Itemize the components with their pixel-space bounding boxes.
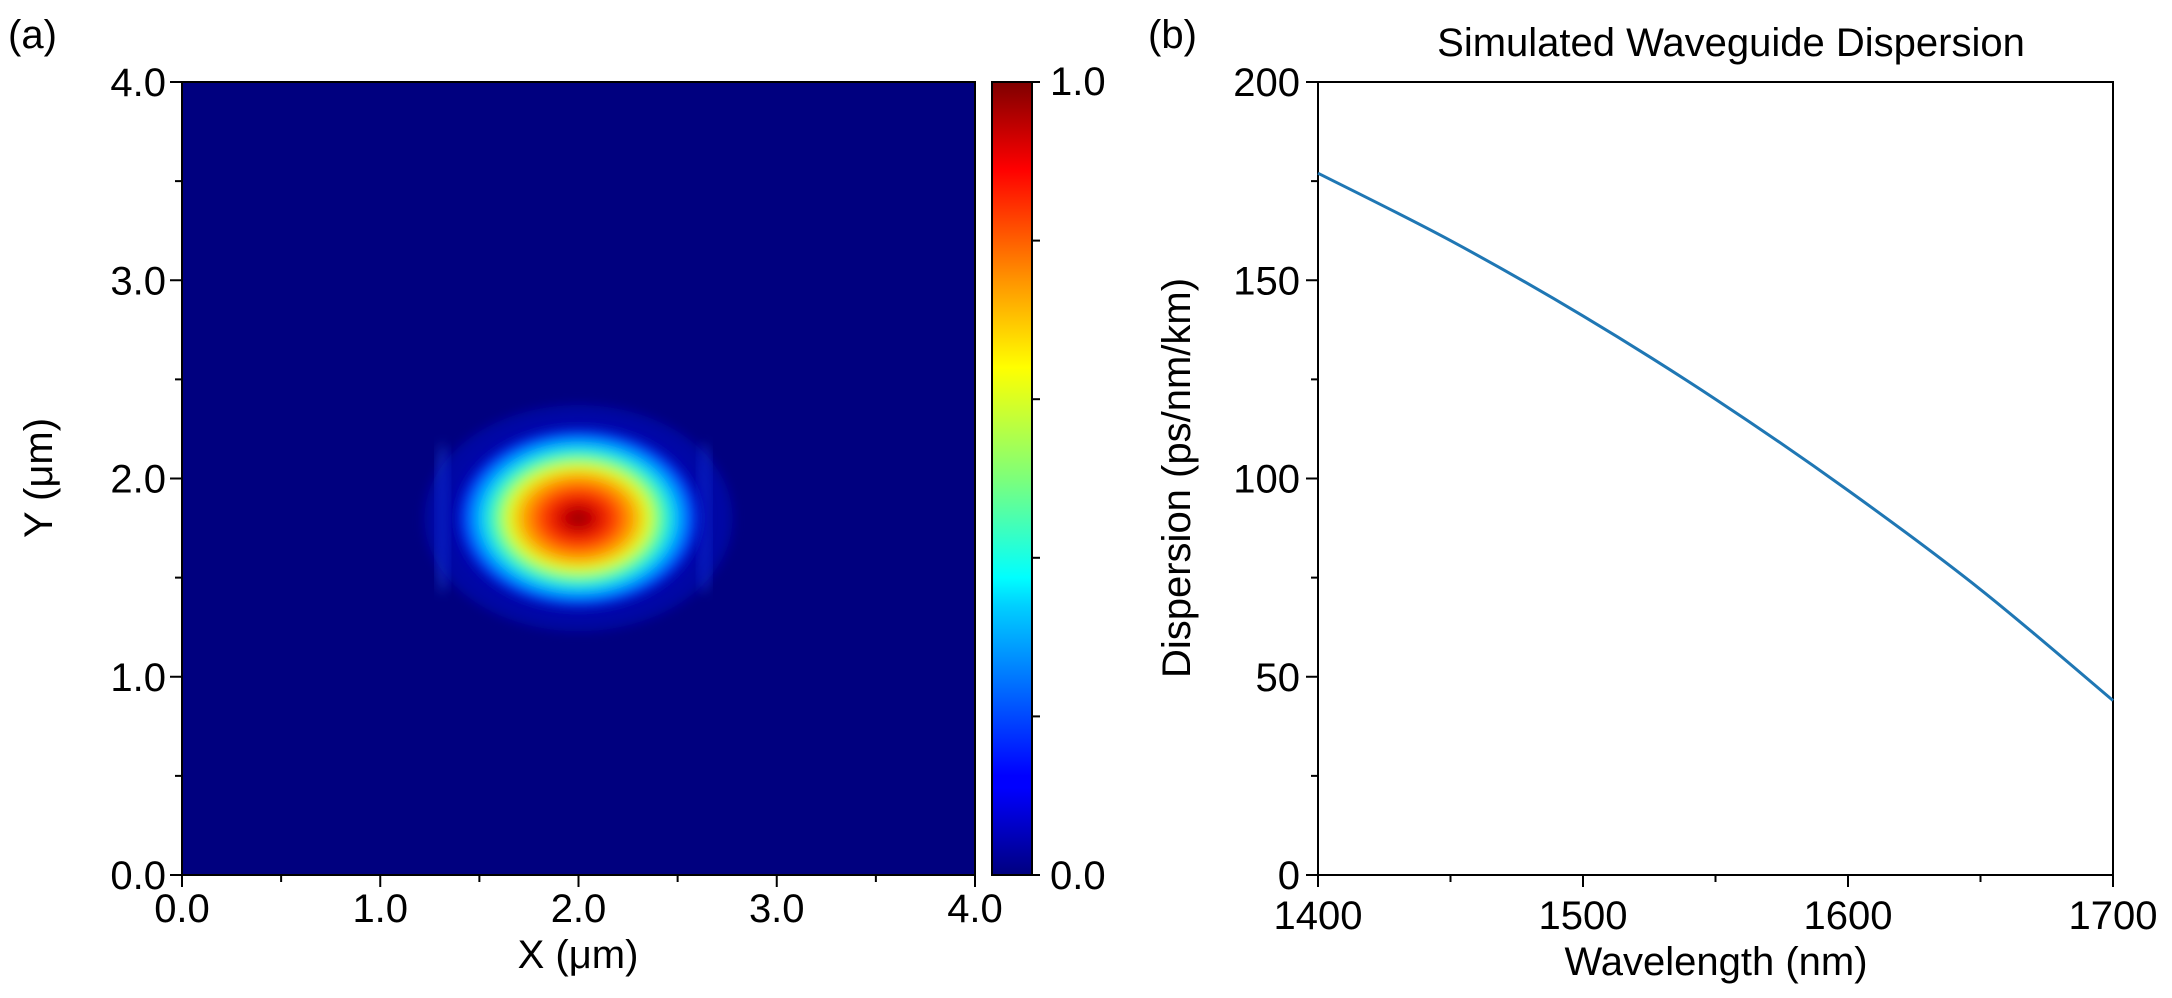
colorbar-max-label: 1.0 — [1050, 60, 1106, 104]
heatmap-x-tick-label: 1.0 — [352, 887, 408, 931]
dispersion-y-tick-label: 0 — [1278, 854, 1300, 898]
colorbar-ticks — [1032, 81, 1040, 876]
heatmap-y-tick-label: 0.0 — [110, 854, 166, 898]
heatmap-x-tick-label: 0.0 — [154, 887, 210, 931]
dispersion-y-axis-label: Dispersion (ps/nm/km) — [1155, 278, 1199, 678]
heatmap-x-tick-label: 2.0 — [551, 887, 607, 931]
heatmap-x-axis-label: X (μm) — [518, 933, 639, 977]
heatmap-x-ticks: 0.0 1.0 2.0 3.0 4.0 — [154, 875, 1003, 931]
dispersion-x-tick-label: 1600 — [1804, 894, 1893, 938]
panel-b-label: (b) — [1148, 13, 1197, 57]
heatmap-x-tick-label: 4.0 — [947, 887, 1003, 931]
dispersion-x-ticks: 1400 1500 1600 1700 — [1274, 875, 2158, 938]
dispersion-y-ticks: 0 50 100 150 200 — [1233, 61, 1318, 898]
heatmap-y-tick-label: 2.0 — [110, 458, 166, 502]
heatmap-y-axis-label: Y (μm) — [17, 418, 61, 538]
colorbar: 1.0 0.0 — [991, 60, 1106, 898]
dispersion-y-tick-label: 150 — [1233, 259, 1300, 303]
dispersion-y-tick-label: 50 — [1256, 656, 1301, 700]
heatmap-y-tick-label: 3.0 — [110, 259, 166, 303]
heatmap-y-ticks: 0.0 1.0 2.0 3.0 4.0 — [110, 61, 182, 898]
colorbar-frame — [991, 81, 1033, 876]
heatmap-y-tick-label: 1.0 — [110, 656, 166, 700]
dispersion-x-axis-label: Wavelength (nm) — [1564, 940, 1867, 984]
dispersion-series-line — [1317, 171, 2114, 702]
dispersion-chart-title: Simulated Waveguide Dispersion — [1437, 21, 2025, 65]
panel-a-label: (a) — [8, 13, 57, 57]
colorbar-min-label: 0.0 — [1050, 854, 1106, 898]
heatmap-mode-spot — [451, 423, 706, 613]
dispersion-y-tick-label: 200 — [1233, 61, 1300, 105]
heatmap-x-tick-label: 3.0 — [749, 887, 805, 931]
heatmap-y-tick-label: 4.0 — [110, 61, 166, 105]
dispersion-plot: 1400 1500 1600 1700 0 50 100 150 200 Wavelength… — [1155, 61, 2157, 984]
dispersion-plot-frame — [1317, 81, 2114, 876]
colorbar-gradient — [992, 82, 1032, 875]
dispersion-x-tick-label: 1400 — [1274, 894, 1363, 938]
dispersion-y-tick-label: 100 — [1233, 458, 1300, 502]
dispersion-x-tick-label: 1500 — [1539, 894, 1628, 938]
dispersion-x-tick-label: 1700 — [2069, 894, 2158, 938]
heatmap-plot: 0.0 1.0 2.0 3.0 4.0 0.0 1.0 2.0 3.0 4.0 X (μm) Y… — [17, 61, 1003, 977]
